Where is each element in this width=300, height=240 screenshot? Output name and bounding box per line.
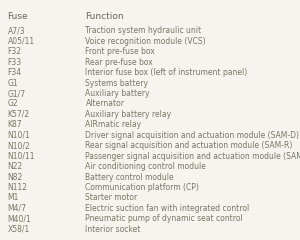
Text: Interior fuse box (left of instrument panel): Interior fuse box (left of instrument pa… [85,68,248,77]
Text: G1: G1 [8,79,18,88]
Text: M1: M1 [8,193,19,203]
Text: M4/7: M4/7 [8,204,26,213]
Text: F32: F32 [8,47,22,56]
Text: K87: K87 [8,120,22,129]
Text: A05/11: A05/11 [8,37,34,46]
Text: Auxiliary battery: Auxiliary battery [85,89,150,98]
Text: N10/2: N10/2 [8,141,30,150]
Text: Air conditioning control module: Air conditioning control module [85,162,206,171]
Text: X58/1: X58/1 [8,225,30,234]
Text: Passenger signal acquisition and actuation module (SAM-P): Passenger signal acquisition and actuati… [85,152,300,161]
Text: AIRmatic relay: AIRmatic relay [85,120,142,129]
Text: Communication platform (CP): Communication platform (CP) [85,183,200,192]
Text: Systems battery: Systems battery [85,79,148,88]
Text: N82: N82 [8,173,23,182]
Text: N10/1: N10/1 [8,131,30,140]
Text: Voice recognition module (VCS): Voice recognition module (VCS) [85,37,206,46]
Text: N112: N112 [8,183,28,192]
Text: Rear pre-fuse box: Rear pre-fuse box [85,58,153,67]
Text: G2: G2 [8,100,18,108]
Text: Rear signal acquisition and actuation module (SAM-R): Rear signal acquisition and actuation mo… [85,141,293,150]
Text: N10/11: N10/11 [8,152,35,161]
Text: Fuse: Fuse [8,12,28,21]
Text: Battery control module: Battery control module [85,173,174,182]
Text: F34: F34 [8,68,22,77]
Text: Function: Function [85,12,124,21]
Text: Pneumatic pump of dynamic seat control: Pneumatic pump of dynamic seat control [85,214,243,223]
Text: Front pre-fuse box: Front pre-fuse box [85,47,155,56]
Text: G1/7: G1/7 [8,89,26,98]
Text: N22: N22 [8,162,23,171]
Text: M40/1: M40/1 [8,214,31,223]
Text: Traction system hydraulic unit: Traction system hydraulic unit [85,26,202,36]
Text: Auxiliary battery relay: Auxiliary battery relay [85,110,172,119]
Text: Driver signal acquisition and actuation module (SAM-D): Driver signal acquisition and actuation … [85,131,299,140]
Text: Alternator: Alternator [85,100,124,108]
Text: Electric suction fan with integrated control: Electric suction fan with integrated con… [85,204,250,213]
Text: Interior socket: Interior socket [85,225,141,234]
Text: Starter motor: Starter motor [85,193,138,203]
Text: F33: F33 [8,58,22,67]
Text: A7/3: A7/3 [8,26,25,36]
Text: K57/2: K57/2 [8,110,30,119]
